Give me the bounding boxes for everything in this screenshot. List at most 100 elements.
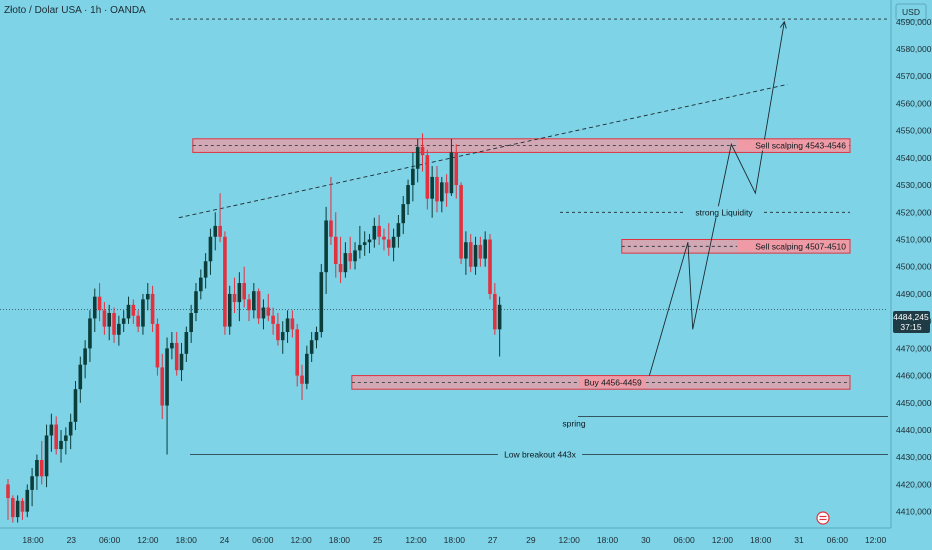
candle-body	[256, 291, 261, 319]
candle-body	[420, 146, 425, 156]
candle-body	[401, 204, 406, 224]
candle-body	[184, 332, 189, 354]
zone-label-bg	[737, 139, 849, 151]
candle-body	[406, 185, 410, 205]
x-tick-label: 23	[67, 535, 77, 545]
y-tick-label: 4460,000	[896, 371, 932, 381]
candle-body	[435, 176, 439, 202]
candles-layer	[6, 133, 502, 523]
currency-button[interactable]	[895, 3, 927, 21]
candle-body	[141, 299, 145, 327]
candle-body	[68, 421, 73, 436]
y-tick-label: 4420,000	[896, 479, 932, 489]
x-tick-label: 18:00	[597, 535, 619, 545]
y-tick-label: 4440,000	[896, 425, 932, 435]
candle-body	[160, 367, 165, 406]
price-badge-box	[893, 311, 930, 333]
x-tick-label: 06:00	[673, 535, 695, 545]
candle-body	[117, 323, 121, 335]
x-tick-label: 12:00	[559, 535, 581, 545]
candle-body	[280, 332, 285, 341]
candle-body	[454, 152, 459, 186]
candle-body	[391, 236, 396, 248]
candle-body	[319, 272, 324, 333]
candle-body	[126, 304, 131, 319]
candle-body	[242, 283, 246, 300]
x-tick-label: 12:00	[865, 535, 887, 545]
candle-body	[208, 236, 213, 262]
candle-body	[411, 168, 415, 186]
y-tick-label: 4530,000	[896, 180, 932, 190]
candle-body	[276, 323, 280, 341]
zone-layer	[192, 138, 851, 390]
candle-body	[290, 318, 295, 330]
y-tick-label: 4570,000	[896, 71, 932, 81]
y-tick-label: 4500,000	[896, 262, 932, 272]
candle-body	[213, 225, 218, 237]
candle-body	[88, 318, 92, 349]
zone-label: Sell scalping 4543-4546	[755, 141, 846, 151]
candle-body	[483, 239, 487, 259]
candle-body	[353, 250, 357, 262]
x-tick-label: 18:00	[22, 535, 44, 545]
candle-body	[324, 220, 328, 273]
x-tick-label: 18:00	[750, 535, 772, 545]
candle-body	[377, 225, 381, 237]
candle-body	[425, 155, 430, 199]
candle-body	[59, 440, 63, 450]
x-tick-label: 12:00	[290, 535, 312, 545]
candle-body	[252, 291, 256, 311]
candle-body	[464, 242, 468, 259]
x-tick-label: 31	[794, 535, 804, 545]
candle-body	[131, 304, 136, 316]
candle-body	[121, 318, 126, 324]
y-tick-label: 4540,000	[896, 153, 932, 163]
candle-body	[367, 239, 372, 243]
candle-body	[107, 312, 112, 327]
y-tick-label: 4430,000	[896, 452, 932, 462]
candle-body	[372, 225, 377, 240]
candle-body	[386, 239, 391, 248]
candle-body	[35, 459, 39, 477]
candle-body	[430, 176, 434, 199]
go-to-realtime-icon[interactable]	[816, 511, 830, 525]
candle-body	[165, 348, 169, 406]
x-tick-label: 27	[488, 535, 498, 545]
y-tick-label: 4590,000	[896, 17, 932, 27]
candle-body	[309, 340, 314, 354]
x-tick-label: 30	[641, 535, 651, 545]
candle-body	[92, 296, 97, 319]
x-tick-label: 06:00	[99, 535, 121, 545]
candle-body	[203, 261, 208, 278]
last-price-label: 4484,245	[893, 312, 929, 322]
candle-body	[305, 353, 309, 384]
x-tick-label: 12:00	[712, 535, 734, 545]
x-tick-label: 06:00	[252, 535, 274, 545]
candle-body	[227, 293, 232, 327]
x-tick-label: 24	[220, 535, 230, 545]
candle-body	[174, 342, 179, 371]
currency-label: USD	[902, 7, 920, 17]
candle-body	[44, 435, 49, 477]
candle-body	[333, 236, 338, 264]
candle-body	[25, 489, 30, 512]
candle-body	[266, 307, 271, 316]
candle-body	[478, 244, 483, 259]
trendline	[178, 83, 788, 219]
candle-body	[329, 220, 333, 237]
level-label-bg	[684, 206, 764, 218]
x-tick-label: 12:00	[137, 535, 159, 545]
candle-body	[189, 312, 193, 333]
symbol-title: Złoto / Dolar USA · 1h · OANDA	[4, 5, 146, 16]
y-tick-label: 4520,000	[896, 207, 932, 217]
y-tick-label: 4470,000	[896, 343, 932, 353]
candle-body	[261, 307, 266, 319]
zone-label-bg	[580, 376, 646, 388]
candle-body	[300, 375, 304, 384]
level-label: Low breakout 443x	[504, 450, 577, 460]
candle-body	[136, 315, 140, 327]
candle-body	[440, 182, 444, 202]
